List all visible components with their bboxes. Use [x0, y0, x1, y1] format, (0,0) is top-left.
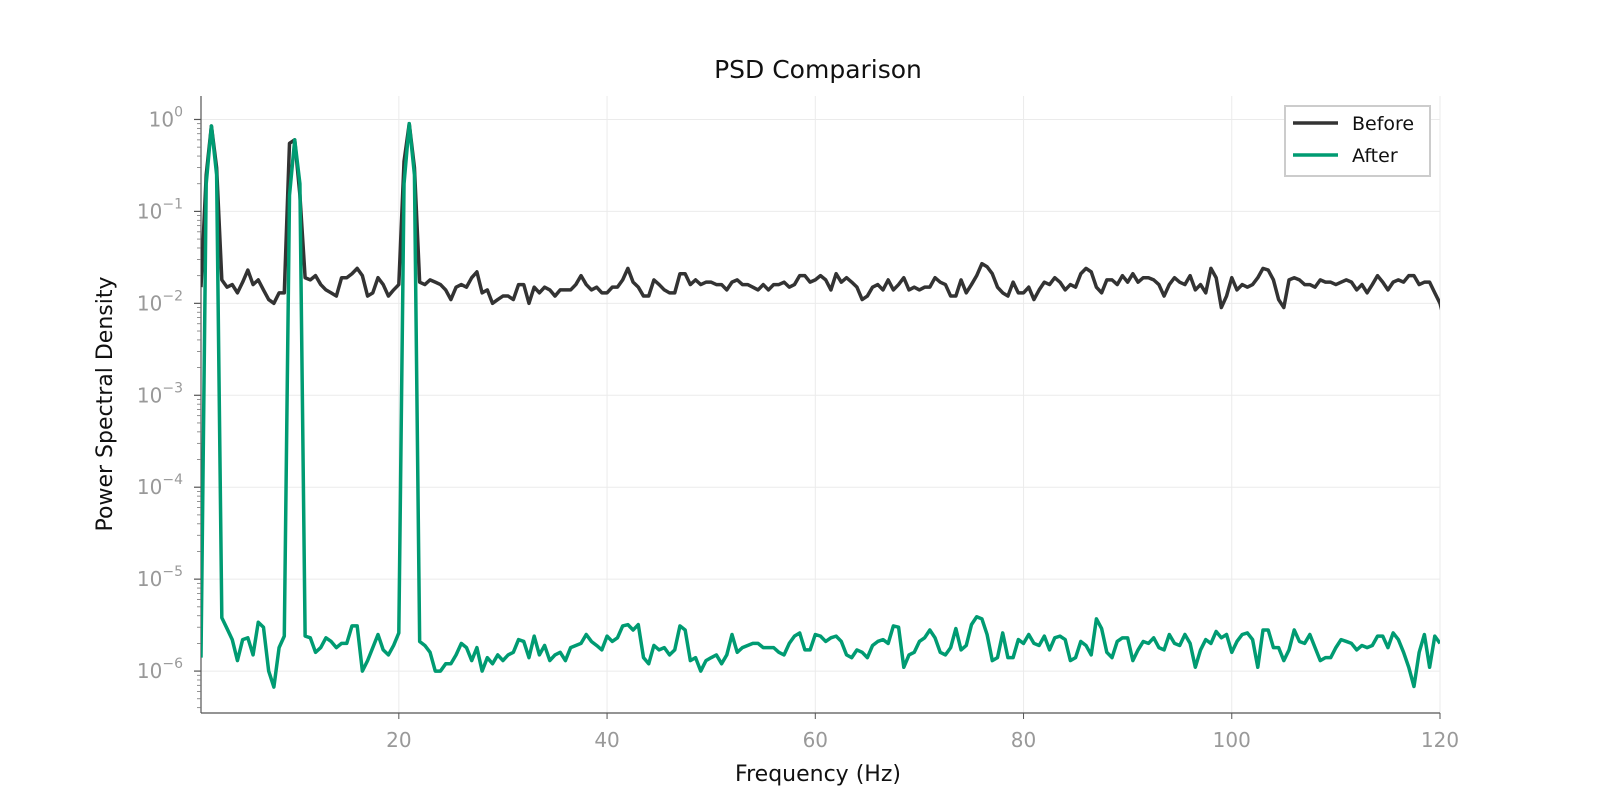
x-tick-label: 120 — [1421, 728, 1459, 752]
y-tick-label: 100 — [149, 104, 183, 131]
y-tick-label: 10−2 — [137, 288, 183, 315]
grid-lines — [201, 96, 1441, 713]
y-tick-label: 10−5 — [137, 564, 183, 591]
legend-label-before: Before — [1352, 113, 1414, 135]
legend-label-after: After — [1352, 145, 1398, 167]
x-tick-label: 20 — [386, 728, 411, 752]
y-tick-label: 10−1 — [137, 196, 183, 223]
x-tick-label: 60 — [803, 728, 828, 752]
y-tick-label: 10−3 — [137, 380, 183, 407]
data-series — [201, 121, 1440, 689]
x-tick-label: 80 — [1011, 728, 1036, 752]
y-tick-label: 10−6 — [137, 656, 183, 683]
y-axis-title: Power Spectral Density — [93, 277, 118, 532]
legend-box — [1284, 105, 1431, 177]
axis-ticks: 20 40 60 80 100 120 10−6 10−5 10−4 10−3 10−2 10−1 10… — [137, 104, 1459, 752]
x-tick-label: 100 — [1213, 728, 1251, 752]
y-tick-label: 10−4 — [137, 472, 183, 499]
chart-title: PSD Comparison — [714, 55, 922, 84]
x-tick-label: 40 — [594, 728, 619, 752]
legend: Before After — [1284, 105, 1431, 177]
x-axis-title: Frequency (Hz) — [735, 762, 901, 787]
series-line-after — [201, 121, 1440, 689]
